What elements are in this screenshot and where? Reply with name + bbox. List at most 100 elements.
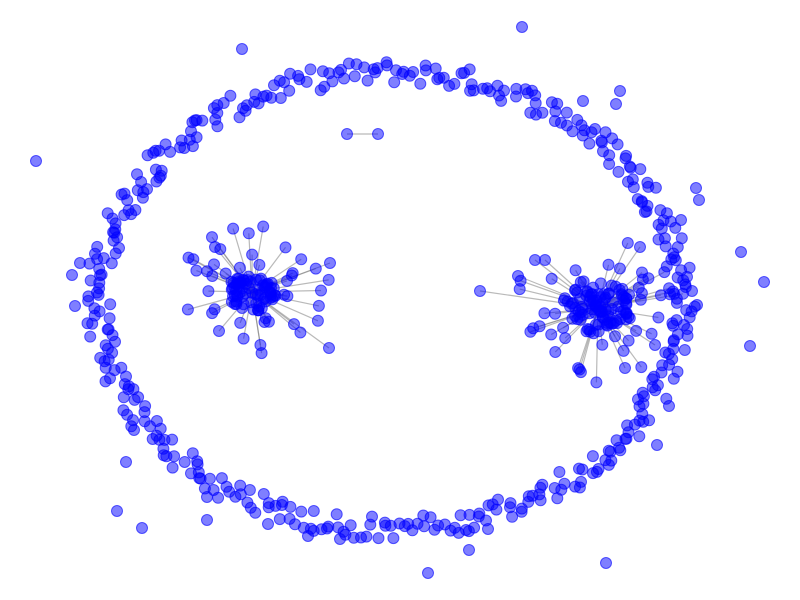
hub-spoke-node (311, 314, 324, 327)
ring-node (274, 92, 287, 104)
ring-node (364, 518, 377, 531)
hub-spoke-node (569, 264, 582, 277)
hub-spoke-node (602, 258, 615, 271)
hub-spoke-node (209, 241, 221, 253)
scattered-node (30, 155, 42, 167)
hub-spoke-node (619, 362, 631, 374)
ring-node (372, 532, 385, 545)
hub-spoke-node (324, 257, 336, 269)
hub-spoke-node (590, 376, 603, 389)
hub-spoke-node (233, 261, 246, 274)
hub-spoke-node (622, 334, 635, 347)
scattered-node (422, 567, 434, 579)
hub-spoke-node (652, 311, 665, 324)
ring-node (569, 480, 582, 493)
ring-node (553, 466, 566, 478)
hub-spoke-node (557, 321, 570, 334)
hub-spoke-node (246, 248, 259, 261)
ring-node (573, 462, 585, 475)
hub-spoke-node (259, 312, 272, 325)
ring-node (94, 351, 107, 364)
ring-node (414, 77, 427, 90)
ring-node (649, 181, 662, 194)
ring-node (117, 404, 130, 417)
hub-spoke-node (577, 275, 590, 288)
hub-spoke-node (529, 254, 541, 266)
scattered-node (686, 285, 698, 297)
ring-node (326, 75, 339, 88)
hub-spoke-node (617, 344, 630, 357)
ring-node (81, 317, 94, 330)
ring-node (551, 492, 564, 505)
ring-node (640, 205, 653, 218)
scattered-node (262, 518, 274, 530)
hub-spoke-node (632, 281, 645, 294)
ring-node (678, 344, 691, 356)
hub-spoke-node (208, 303, 221, 316)
ring-node (104, 298, 117, 311)
ring-node (155, 164, 168, 177)
hub-spoke-node (182, 251, 195, 264)
scattered-node (128, 424, 140, 436)
ring-node (91, 240, 104, 253)
ring-node (159, 138, 172, 151)
ring-node (536, 106, 549, 119)
ring-node (241, 496, 254, 509)
hub-spoke-node (545, 328, 558, 341)
hub-core-node (254, 289, 267, 301)
ring-node (273, 513, 286, 526)
hub-core-node (580, 325, 593, 338)
scattered-node (334, 533, 346, 545)
scattered-node (516, 21, 528, 33)
nodes-layer (30, 21, 770, 579)
ring-node (139, 400, 152, 413)
scattered-node (577, 95, 589, 107)
hub-spoke-node (234, 316, 247, 329)
ring-node (150, 415, 163, 427)
ring-node (454, 509, 467, 522)
hub-spoke-node (257, 220, 270, 233)
ring-node (262, 497, 275, 510)
hub-spoke-node (549, 346, 562, 358)
hub-spoke-node (645, 327, 658, 340)
hub-spoke-node (281, 274, 293, 287)
ring-node (300, 75, 313, 88)
ring-node (84, 330, 97, 343)
scattered-node (463, 544, 475, 556)
ring-node (330, 508, 343, 521)
hub-core-node (247, 303, 260, 316)
hub-spoke-node (315, 284, 327, 297)
hub-spoke-node (309, 262, 322, 275)
scattered-node (136, 522, 148, 534)
ring-node (348, 70, 361, 83)
hub-spoke-node (658, 266, 671, 279)
scattered-node (758, 276, 770, 288)
hub-spoke-node (634, 241, 646, 253)
ring-node (224, 89, 237, 102)
hub-spoke-node (538, 307, 551, 320)
scattered-node (66, 269, 78, 281)
scattered-node (690, 182, 702, 194)
ring-node (627, 181, 640, 194)
ring-node (560, 106, 573, 119)
ring-node (634, 163, 647, 176)
hub-spoke-node (322, 273, 335, 286)
ring-node (495, 94, 508, 107)
hub-spoke-node (559, 332, 572, 345)
hub-spoke-node (663, 282, 676, 295)
hub-spoke-node (634, 293, 647, 306)
scattered-node (691, 299, 703, 311)
scattered-node (236, 43, 248, 55)
hub-spoke-node (295, 253, 308, 266)
hub-spoke-node (572, 362, 585, 375)
hub-core-node (594, 277, 607, 290)
hub-spoke-node (227, 222, 240, 235)
scattered-node (600, 557, 612, 569)
scattered-node (302, 530, 314, 542)
scattered-node (111, 505, 123, 517)
ring-node (448, 77, 461, 90)
hub-spoke-node (206, 231, 218, 244)
scattered-node (610, 98, 622, 110)
hub-core-node (581, 286, 594, 299)
